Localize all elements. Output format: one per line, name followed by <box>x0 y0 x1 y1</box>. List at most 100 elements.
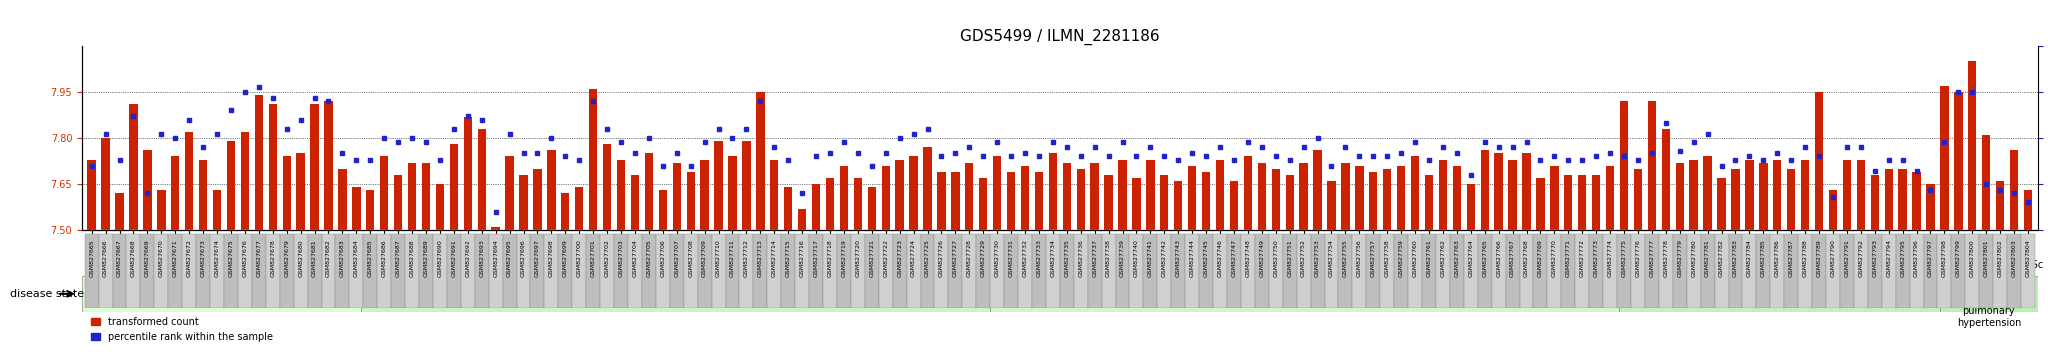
Bar <box>881 166 891 230</box>
FancyBboxPatch shape <box>336 234 350 308</box>
FancyBboxPatch shape <box>1157 234 1171 308</box>
Bar <box>283 156 291 230</box>
FancyBboxPatch shape <box>2007 234 2021 308</box>
Bar <box>1800 160 1808 230</box>
Bar <box>1509 160 1518 230</box>
FancyBboxPatch shape <box>461 234 475 308</box>
Bar <box>729 156 737 230</box>
FancyBboxPatch shape <box>141 234 154 308</box>
Bar <box>645 153 653 230</box>
FancyBboxPatch shape <box>1618 234 1630 308</box>
FancyBboxPatch shape <box>1311 234 1325 308</box>
Text: GSM827801: GSM827801 <box>1985 239 1989 277</box>
FancyBboxPatch shape <box>1073 234 1087 308</box>
Bar <box>616 160 625 230</box>
Bar <box>1606 166 1614 230</box>
Text: GSM827732: GSM827732 <box>1022 239 1028 278</box>
Bar <box>1298 162 1309 230</box>
Text: GSM827738: GSM827738 <box>1106 239 1112 277</box>
FancyBboxPatch shape <box>948 234 963 308</box>
Text: GSM827761: GSM827761 <box>1427 239 1432 277</box>
FancyBboxPatch shape <box>571 234 586 308</box>
FancyBboxPatch shape <box>1200 234 1212 308</box>
Bar <box>825 178 834 230</box>
Text: GSM827748: GSM827748 <box>1245 239 1251 277</box>
Text: GSM827779: GSM827779 <box>1677 239 1681 278</box>
Text: GSM827709: GSM827709 <box>702 239 707 277</box>
Bar <box>1257 162 1266 230</box>
Bar <box>799 209 807 230</box>
FancyBboxPatch shape <box>391 234 406 308</box>
FancyBboxPatch shape <box>1575 234 1589 308</box>
Bar <box>88 160 96 230</box>
FancyBboxPatch shape <box>420 234 432 308</box>
FancyBboxPatch shape <box>1534 234 1548 308</box>
Text: GSM827783: GSM827783 <box>1733 239 1739 277</box>
FancyBboxPatch shape <box>293 234 307 308</box>
Text: GSM827749: GSM827749 <box>1260 239 1264 278</box>
Text: GSM827729: GSM827729 <box>981 239 985 278</box>
Bar <box>1843 160 1851 230</box>
Text: GSM827678: GSM827678 <box>270 239 274 277</box>
FancyBboxPatch shape <box>322 234 336 308</box>
Bar <box>1788 169 1796 230</box>
Bar <box>1272 169 1280 230</box>
Bar <box>1591 175 1599 230</box>
Text: GSM827736: GSM827736 <box>1077 239 1083 277</box>
Text: GSM827716: GSM827716 <box>799 239 805 277</box>
Bar <box>1063 162 1071 230</box>
Text: GSM827793: GSM827793 <box>1872 239 1878 278</box>
FancyBboxPatch shape <box>266 234 281 308</box>
FancyBboxPatch shape <box>1618 276 1939 312</box>
Text: GSM827669: GSM827669 <box>145 239 150 277</box>
Bar <box>1898 169 1907 230</box>
FancyBboxPatch shape <box>1827 234 1839 308</box>
Text: GSM827802: GSM827802 <box>1997 239 2003 277</box>
FancyBboxPatch shape <box>559 234 571 308</box>
Bar <box>268 104 276 230</box>
Text: GSM827676: GSM827676 <box>242 239 248 277</box>
Bar <box>993 156 1001 230</box>
Bar <box>184 132 193 230</box>
Bar <box>1090 162 1100 230</box>
Text: GSM827755: GSM827755 <box>1343 239 1348 277</box>
Text: GSM827715: GSM827715 <box>786 239 791 277</box>
FancyBboxPatch shape <box>1255 234 1270 308</box>
Bar <box>1397 166 1405 230</box>
Text: GSM827772: GSM827772 <box>1579 239 1585 278</box>
FancyBboxPatch shape <box>1743 234 1757 308</box>
Bar <box>659 190 668 230</box>
Bar <box>1690 160 1698 230</box>
Bar <box>1118 160 1126 230</box>
FancyBboxPatch shape <box>113 234 127 308</box>
Text: GSM827741: GSM827741 <box>1147 239 1153 277</box>
FancyBboxPatch shape <box>1479 234 1491 308</box>
Text: control: control <box>205 289 238 299</box>
Text: GSM827792: GSM827792 <box>1858 239 1864 278</box>
Bar <box>1759 162 1767 230</box>
Text: GSM827742: GSM827742 <box>1161 239 1167 278</box>
Text: GSM827711: GSM827711 <box>729 239 735 277</box>
Text: GSM827685: GSM827685 <box>369 239 373 277</box>
Text: GSM827784: GSM827784 <box>1747 239 1751 277</box>
Bar <box>129 104 137 230</box>
Text: GSM827704: GSM827704 <box>633 239 637 277</box>
Bar <box>1649 101 1657 230</box>
FancyBboxPatch shape <box>838 234 850 308</box>
Bar <box>1675 162 1683 230</box>
FancyBboxPatch shape <box>1450 234 1464 308</box>
FancyBboxPatch shape <box>1882 234 1896 308</box>
FancyBboxPatch shape <box>780 234 795 308</box>
FancyBboxPatch shape <box>1061 234 1073 308</box>
Bar <box>2009 150 2017 230</box>
Text: GSM827714: GSM827714 <box>772 239 776 277</box>
Text: GSM827797: GSM827797 <box>1927 239 1933 278</box>
Bar <box>895 160 903 230</box>
Bar <box>242 132 250 230</box>
Text: GSM827687: GSM827687 <box>395 239 401 277</box>
Bar <box>532 169 541 230</box>
FancyBboxPatch shape <box>377 234 391 308</box>
Bar <box>1522 153 1530 230</box>
Bar <box>1661 129 1669 230</box>
Text: GSM827790: GSM827790 <box>1831 239 1835 277</box>
